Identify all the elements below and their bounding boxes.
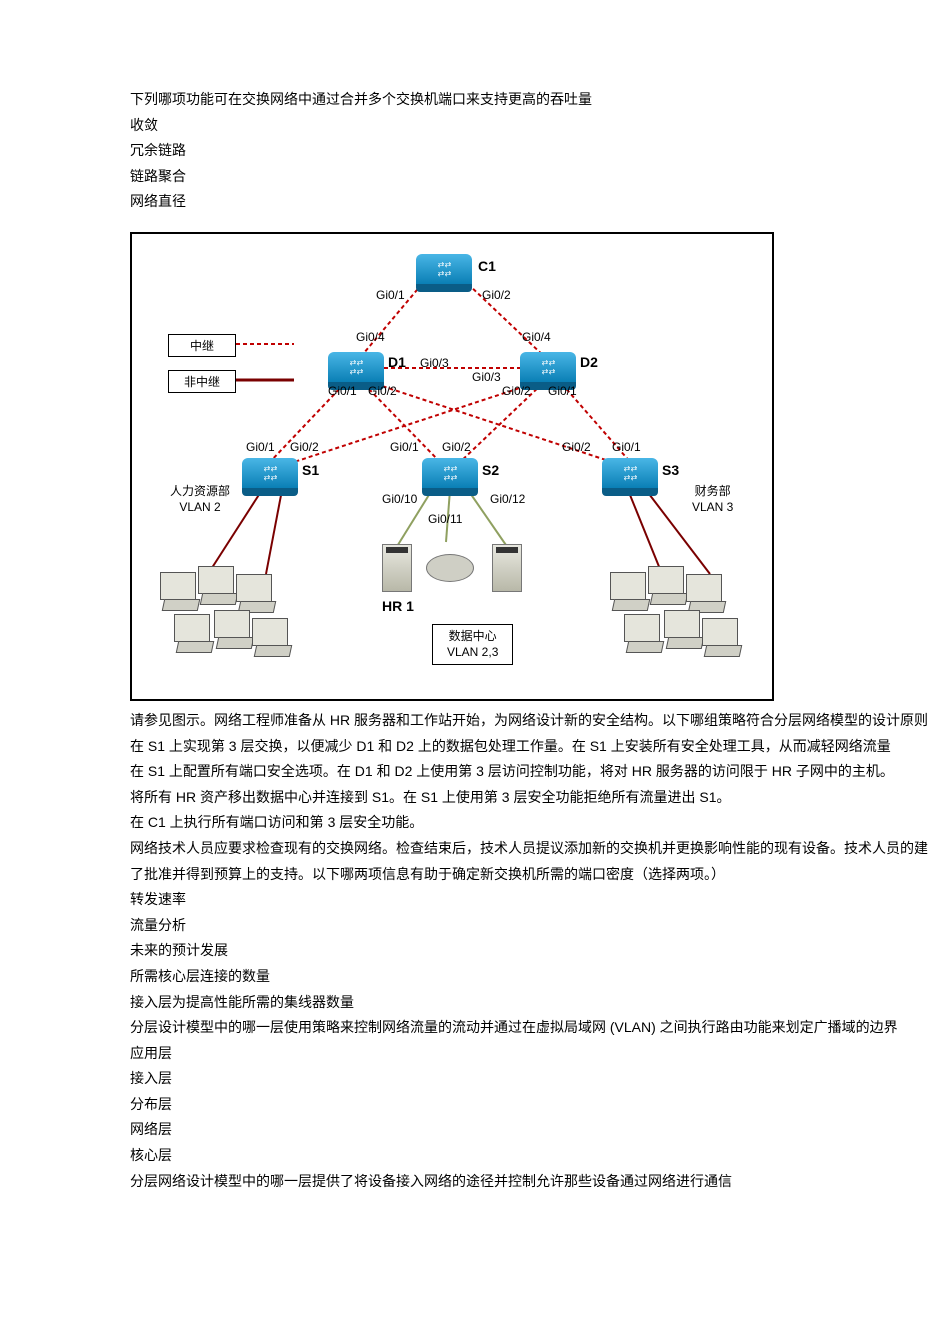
if-d2-g01: Gi0/1 bbox=[548, 384, 577, 398]
q3-opt-b: 流量分析 bbox=[130, 916, 935, 936]
if-s2-g02: Gi0/2 bbox=[442, 440, 471, 454]
network-diagram: 中继 非中继 ⇄ ⇄⇄ ⇄ C1 ⇄ ⇄⇄ ⇄ D1 ⇄ ⇄⇄ ⇄ D2 ⇄ ⇄… bbox=[130, 232, 774, 701]
if-s3-g02b: Gi0/2 bbox=[562, 440, 591, 454]
q4-opt-c: 分布层 bbox=[130, 1095, 935, 1115]
if-s1-g02: Gi0/2 bbox=[290, 440, 319, 454]
if-d2-g04: Gi0/4 bbox=[522, 330, 551, 344]
server-left bbox=[382, 544, 412, 592]
hr-vlan-l1: 人力资源部 bbox=[170, 484, 230, 498]
switch-s3: ⇄ ⇄⇄ ⇄ bbox=[602, 458, 658, 488]
switch-s1: ⇄ ⇄⇄ ⇄ bbox=[242, 458, 298, 488]
q3-opt-c: 未来的预计发展 bbox=[130, 941, 935, 961]
switch-c1: ⇄ ⇄⇄ ⇄ bbox=[416, 254, 472, 284]
q4-opt-d: 网络层 bbox=[130, 1120, 935, 1140]
hr-pc-cluster bbox=[152, 564, 282, 664]
q3-stem-2: 了批准并得到预算上的支持。以下哪两项信息有助于确定新交换机所需的端口密度（选择两… bbox=[130, 865, 935, 885]
q4-stem: 分层设计模型中的哪一层使用策略来控制网络流量的流动并通过在虚拟局域网 (VLAN… bbox=[130, 1018, 935, 1038]
fin-vlan-l1: 财务部 bbox=[695, 484, 731, 498]
q3-opt-e: 接入层为提高性能所需的集线器数量 bbox=[130, 993, 935, 1013]
legend-nontrunk: 非中继 bbox=[168, 370, 236, 393]
if-s3-g01: Gi0/1 bbox=[612, 440, 641, 454]
if-d1-g04: Gi0/4 bbox=[356, 330, 385, 344]
q2-opt-4: 在 C1 上执行所有端口访问和第 3 层安全功能。 bbox=[130, 813, 935, 833]
q4-opt-e: 核心层 bbox=[130, 1146, 935, 1166]
q5-stem: 分层网络设计模型中的哪一层提供了将设备接入网络的途径并控制允许那些设备通过网络进… bbox=[130, 1172, 935, 1192]
if-c1-g01: Gi0/1 bbox=[376, 288, 405, 302]
fin-vlan-l2: VLAN 3 bbox=[692, 500, 733, 514]
dc-l2: VLAN 2,3 bbox=[447, 645, 498, 659]
switch-d1-label: D1 bbox=[388, 354, 406, 370]
hr-vlan-l2: VLAN 2 bbox=[179, 500, 220, 514]
q4-opt-b: 接入层 bbox=[130, 1069, 935, 1089]
if-s2-g010: Gi0/10 bbox=[382, 492, 417, 506]
switch-d1: ⇄ ⇄⇄ ⇄ bbox=[328, 352, 384, 382]
if-d1-g02: Gi0/2 bbox=[368, 384, 397, 398]
q2-opt-2: 在 S1 上配置所有端口安全选项。在 D1 和 D2 上使用第 3 层访问控制功… bbox=[130, 762, 935, 782]
if-s2-g01: Gi0/1 bbox=[390, 440, 419, 454]
q3-stem-1: 网络技术人员应要求检查现有的交换网络。检查结束后，技术人员提议添加新的交换机并更… bbox=[130, 839, 935, 859]
q3-opt-a: 转发速率 bbox=[130, 890, 935, 910]
switch-s3-label: S3 bbox=[662, 462, 679, 478]
q2-stem: 请参见图示。网络工程师准备从 HR 服务器和工作站开始，为网络设计新的安全结构。… bbox=[130, 711, 935, 731]
switch-s2-label: S2 bbox=[482, 462, 499, 478]
q1-opt-c: 链路聚合 bbox=[130, 167, 935, 187]
q2-opt-1: 在 S1 上实现第 3 层交换，以便减少 D1 和 D2 上的数据包处理工作量。… bbox=[130, 737, 935, 757]
if-c1-g02: Gi0/2 bbox=[482, 288, 511, 302]
switch-c1-label: C1 bbox=[478, 258, 496, 274]
legend-trunk: 中继 bbox=[168, 334, 236, 357]
q1-stem: 下列哪项功能可在交换网络中通过合并多个交换机端口来支持更高的吞吐量 bbox=[130, 90, 935, 110]
q4-opt-a: 应用层 bbox=[130, 1044, 935, 1064]
switch-d2: ⇄ ⇄⇄ ⇄ bbox=[520, 352, 576, 382]
document-page: 下列哪项功能可在交换网络中通过合并多个交换机端口来支持更高的吞吐量 收敛 冗余链… bbox=[0, 0, 945, 1237]
q3-opt-d: 所需核心层连接的数量 bbox=[130, 967, 935, 987]
finance-pc-cluster bbox=[602, 564, 732, 664]
if-d2-g03: Gi0/3 bbox=[472, 370, 501, 384]
server-right bbox=[492, 544, 522, 592]
if-s1-g01: Gi0/1 bbox=[246, 440, 275, 454]
storage-disk bbox=[426, 554, 474, 582]
switch-d2-label: D2 bbox=[580, 354, 598, 370]
q1-opt-d: 网络直径 bbox=[130, 192, 935, 212]
q1-opt-a: 收敛 bbox=[130, 116, 935, 136]
dc-l1: 数据中心 bbox=[449, 629, 497, 643]
if-s2-g012: Gi0/12 bbox=[490, 492, 525, 506]
if-d2-g02: Gi0/2 bbox=[502, 384, 531, 398]
if-d1-g01: Gi0/1 bbox=[328, 384, 357, 398]
hr1-label: HR 1 bbox=[382, 598, 414, 614]
if-s2-g011: Gi0/11 bbox=[428, 512, 462, 526]
switch-s1-label: S1 bbox=[302, 462, 319, 478]
if-d1-g03: Gi0/3 bbox=[420, 356, 449, 370]
q1-opt-b: 冗余链路 bbox=[130, 141, 935, 161]
q2-opt-3: 将所有 HR 资产移出数据中心并连接到 S1。在 S1 上使用第 3 层安全功能… bbox=[130, 788, 935, 808]
switch-s2: ⇄ ⇄⇄ ⇄ bbox=[422, 458, 478, 488]
